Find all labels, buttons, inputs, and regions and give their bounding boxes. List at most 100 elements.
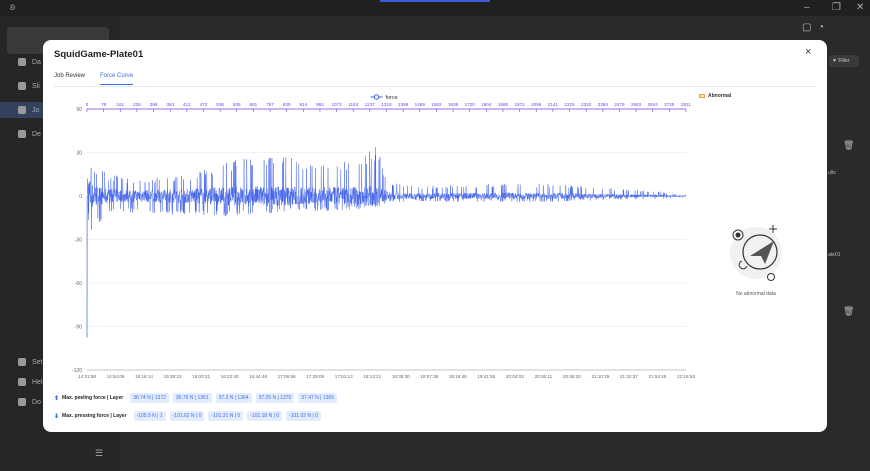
top-axis-tick-label: 1636 <box>448 102 459 107</box>
y-tick-label: -60 <box>75 281 82 287</box>
app-titlebar: ʚ – ❐ ✕ <box>0 0 870 16</box>
x-tick-label: 15:38:23 <box>164 374 182 379</box>
x-tick-label: 17:06:56 <box>278 374 296 379</box>
filter-button[interactable]: ▼ Filter <box>829 55 859 67</box>
peeling-label: ⬆ Max. peeling force | Layer <box>54 395 123 402</box>
top-axis-tick-label: 78 <box>101 102 107 107</box>
peeling-chip[interactable]: 37.47 N | 1365 <box>298 393 337 403</box>
top-axis-tick-label: 2225 <box>564 102 575 107</box>
modal-title: SquidGame-Plate01 <box>54 49 144 60</box>
peeling-chip[interactable]: 36.76 N | 1361 <box>172 393 212 403</box>
sidebar-item-label: Jo <box>32 106 40 114</box>
delete-icon[interactable]: 🗑 <box>843 306 855 316</box>
peeling-label-text: Max. peeling force | Layer <box>62 395 124 401</box>
abnormal-swatch <box>699 94 705 98</box>
pressing-chip[interactable]: -101.31 N | 0 <box>208 411 244 421</box>
x-tick-label: 21:54:45 <box>649 374 667 379</box>
right-pane <box>826 16 870 471</box>
pressing-chip[interactable]: -101.62 N | 0 <box>169 411 205 421</box>
abnormal-legend[interactable]: Abnormal <box>699 93 731 99</box>
x-tick-label: 16:44:48 <box>249 374 267 379</box>
restore-icon[interactable]: ❐ <box>832 2 841 13</box>
top-axis-tick-label: 1153 <box>348 102 358 107</box>
top-axis-tick-label: 1073 <box>331 102 342 107</box>
sidebar-item[interactable]: Sli <box>18 82 40 90</box>
top-axis-tick-label: 2725 <box>664 102 675 107</box>
sidebar-item[interactable]: De <box>18 130 41 138</box>
top-axis-tick-label: 2141 <box>548 102 559 107</box>
x-tick-label: 22:16:53 <box>677 374 695 379</box>
menu-icon[interactable]: ☰ <box>95 448 104 458</box>
top-axis-tick-label: 1552 <box>431 102 442 107</box>
top-axis-tick-label: 353 <box>166 102 174 107</box>
filter-label: Filter <box>838 58 850 64</box>
top-axis-tick-label: 2056 <box>531 102 542 107</box>
pressing-stats: ⬇ Max. pressing force | Layer -105.9 N | … <box>54 411 321 421</box>
sidebar-item-label: Sli <box>32 82 40 90</box>
sidebar-item-icon <box>18 58 26 66</box>
peeling-chip[interactable]: 36.74 N | 1372 <box>130 393 169 403</box>
top-axis-tick-label: 1469 <box>415 102 426 107</box>
peeling-stats: ⬆ Max. peeling force | Layer 36.74 N | 13… <box>54 393 337 403</box>
x-tick-label: 17:51:13 <box>335 374 353 379</box>
no-data-illustration-icon <box>730 225 782 281</box>
x-tick-label: 21:32:37 <box>620 374 638 379</box>
empty-state-text: No abnormal data <box>736 291 776 297</box>
top-axis-tick-label: 1388 <box>398 102 409 107</box>
pressing-chip[interactable]: -101.02 N | 0 <box>286 411 321 421</box>
sidebar-item-label: De <box>32 130 41 138</box>
app-logo-icon: ʚ <box>10 2 16 13</box>
bell-icon[interactable]: ◔ <box>818 22 825 33</box>
top-axis-tick-label: 1972 <box>514 102 525 107</box>
sidebar-item-label: Set <box>32 358 43 366</box>
arrow-up-icon: ⬆ <box>54 395 60 402</box>
top-axis-tick-label: 1237 <box>365 102 376 107</box>
force-chart: 60 30 0 -30 -60 -90 -120 0 78 161 238 298 353 412 472 5… <box>72 94 695 379</box>
force-series-line <box>86 147 687 338</box>
top-axis-tick-label: 681 <box>250 102 258 107</box>
window-close-icon[interactable]: ✕ <box>856 2 865 13</box>
top-axis-tick-label: 536 <box>216 102 224 107</box>
pressing-label-text: Max. pressing force | Layer <box>62 413 127 419</box>
x-tick-label: 18:57:38 <box>420 374 438 379</box>
top-axis-tick-label: 2811 <box>681 102 691 107</box>
delete-icon[interactable]: 🗑 <box>843 140 855 150</box>
top-axis-tick-label: 1888 <box>498 102 509 107</box>
y-tick-label: 30 <box>76 151 82 157</box>
minimize-icon[interactable]: – <box>804 2 810 13</box>
chat-icon[interactable]: ▢ <box>802 22 812 33</box>
top-axis-tick-label: 835 <box>283 102 291 107</box>
sidebar-item[interactable]: Hel <box>18 378 43 386</box>
y-tick-label: -30 <box>75 238 82 244</box>
tab-job-review[interactable]: Job Review <box>54 73 86 79</box>
force-curve-modal: SquidGame-Plate01 × Job Review Force Cur… <box>43 40 827 432</box>
x-tick-label: 20:26:11 <box>535 374 553 379</box>
top-axis-tick-label: 757 <box>266 102 274 107</box>
sidebar-item-icon <box>18 106 26 114</box>
sidebar-item-icon <box>18 378 26 386</box>
tab-force-curve[interactable]: Force Curve <box>100 73 134 85</box>
top-axis-tick-label: 1318 <box>381 102 392 107</box>
top-axis-tick-label: 2479 <box>614 102 625 107</box>
sidebar-item[interactable]: Do <box>18 398 41 406</box>
sidebar-item-icon <box>18 130 26 138</box>
tab-divider <box>54 86 816 87</box>
x-tick-label: 15:16:14 <box>135 374 153 379</box>
x-tick-label: 20:04:03 <box>506 374 524 379</box>
top-axis-tick-label: 0 <box>86 102 89 107</box>
pressing-chip[interactable]: -101.18 N | 0 <box>247 411 283 421</box>
top-axis-tick-label: 2310 <box>581 102 592 107</box>
x-tick-label: 14:54:06 <box>107 374 125 379</box>
pressing-label: ⬇ Max. pressing force | Layer <box>54 413 127 420</box>
sidebar-item[interactable]: Set <box>18 358 43 366</box>
x-tick-label: 14:31:58 <box>78 374 96 379</box>
legend-marker <box>373 94 380 100</box>
top-axis-tick-label: 1720 <box>465 102 476 107</box>
pressing-chip[interactable]: -105.9 N | 1 <box>133 411 166 421</box>
peeling-chip[interactable]: 37.25 N | 1370 <box>255 393 295 403</box>
peeling-chip[interactable]: 37.2 N | 1364 <box>215 393 252 403</box>
close-icon[interactable]: × <box>805 46 812 58</box>
sidebar-item[interactable]: Da <box>18 58 41 66</box>
bg-snippet: ults <box>828 170 836 176</box>
title-accent <box>380 0 490 2</box>
